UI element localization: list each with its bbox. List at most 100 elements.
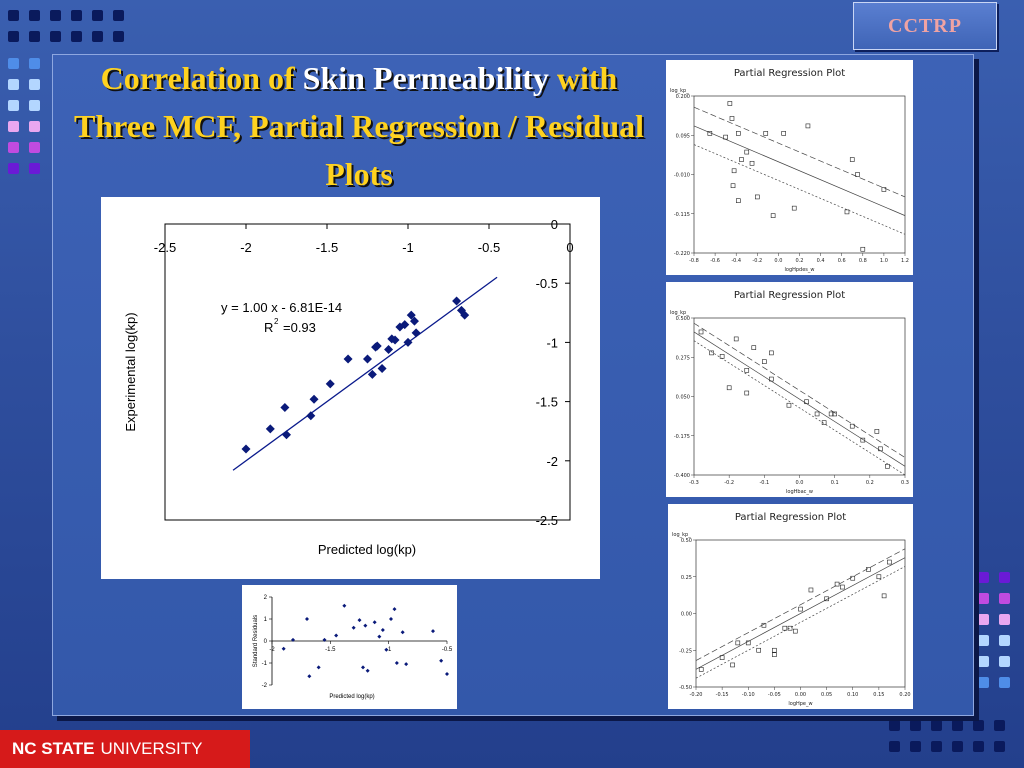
- residual-y-tick-label: -2: [262, 683, 268, 689]
- partial-point: [840, 584, 845, 590]
- decor-square: [50, 10, 61, 21]
- partial-point: [860, 437, 866, 443]
- partial-point: [769, 376, 774, 382]
- partial-y-tick-label: -0.400: [674, 473, 690, 479]
- partial-point: [762, 359, 767, 364]
- data-point: [390, 335, 400, 345]
- data-point: [456, 305, 466, 315]
- residual-x-tick-label: -0.5: [442, 647, 453, 653]
- partial-point: [849, 157, 855, 162]
- partial-y-tick-label: 0.095: [676, 133, 690, 139]
- x-tick-label: 0: [566, 240, 573, 255]
- decor-square: [50, 31, 61, 42]
- partial-fit-line: [695, 557, 906, 670]
- partial-point: [781, 131, 786, 136]
- decor-square: [92, 31, 103, 42]
- partial-point: [756, 647, 761, 653]
- partial-point: [726, 385, 732, 391]
- decor-square: [999, 656, 1010, 667]
- y-tick-label: -1.5: [536, 395, 558, 410]
- partial-point: [744, 368, 750, 373]
- partial-upper-ci: [693, 106, 906, 198]
- partial-point: [786, 402, 792, 408]
- partial-point: [824, 596, 829, 602]
- partial-point: [719, 655, 725, 660]
- partial-point: [798, 606, 803, 612]
- data-point: [363, 354, 372, 364]
- partial-y-tick-label: -0.220: [674, 251, 690, 257]
- partial-point: [881, 593, 887, 599]
- data-point: [325, 379, 335, 389]
- partial-point: [769, 350, 774, 356]
- data-point: [400, 320, 410, 330]
- partial-point: [772, 647, 777, 653]
- decor-square: [113, 31, 124, 42]
- partial-plot-title: Partial Regression Plot: [734, 68, 845, 79]
- decor-square: [8, 121, 19, 132]
- residual-point: [334, 633, 339, 638]
- decor-square: [999, 677, 1010, 688]
- partial-regression-plot-1: Partial Regression Plot log_kp_ -0.8 -0.6 -0…: [670, 68, 909, 273]
- decor-square: [994, 741, 1005, 752]
- residual-point: [291, 637, 295, 642]
- residual-x-tick-label: -2: [269, 647, 275, 653]
- partial-fit-line: [693, 125, 906, 216]
- partial-lower-ci: [695, 566, 906, 679]
- residual-x-tick-label: -1: [386, 647, 392, 653]
- partial-point: [749, 160, 755, 166]
- main-scatter-chart: y = 1.00 x - 6.81E-14 R 2 =0.93 Predicte…: [123, 217, 574, 557]
- data-point: [452, 296, 462, 306]
- decor-square: [29, 100, 40, 111]
- partial-y-tick-label: -0.010: [674, 173, 690, 179]
- residual-x-tick-label: -1.5: [325, 647, 336, 653]
- university-footer: NC STATE UNIVERSITY: [0, 730, 250, 768]
- residual-point: [322, 637, 327, 642]
- partial-y-tick-label: 0.050: [676, 395, 690, 401]
- partial-upper-ci: [695, 548, 906, 661]
- partial-point: [844, 209, 850, 215]
- partial-plot-y-label: log_kp_: [670, 88, 689, 94]
- regression-equation: y = 1.00 x - 6.81E-14: [221, 300, 342, 315]
- partial-x-tick-label: -0.4: [731, 258, 741, 264]
- decor-square: [71, 31, 82, 42]
- partial-point: [744, 149, 750, 155]
- partial-point: [723, 134, 728, 140]
- decor-square: [973, 720, 984, 731]
- partial-point: [866, 567, 871, 572]
- partial-point: [755, 194, 760, 200]
- decor-square: [999, 593, 1010, 604]
- partial-y-tick-label: 0.50: [681, 538, 692, 544]
- partial-point: [855, 172, 860, 177]
- decor-square: [29, 10, 40, 21]
- decor-square: [92, 10, 103, 21]
- partial-point: [736, 131, 741, 136]
- decor-square: [978, 614, 989, 625]
- partial-point: [782, 625, 788, 631]
- partial-point: [887, 559, 892, 565]
- decor-square: [999, 614, 1010, 625]
- data-point: [241, 444, 251, 454]
- r2-sup: 2: [274, 317, 279, 326]
- data-point: [343, 354, 353, 364]
- data-point: [403, 337, 413, 347]
- residual-y-tick-label: 2: [264, 595, 268, 601]
- partial-plot-frame: [693, 95, 906, 254]
- logo-text: CCTRP: [888, 14, 962, 37]
- decor-square: [113, 10, 124, 21]
- partial-y-tick-label: 0.500: [676, 316, 690, 322]
- partial-x-tick-label: 0.8: [859, 258, 867, 264]
- data-point: [372, 341, 382, 351]
- residual-point: [380, 628, 385, 632]
- partial-point: [876, 574, 882, 580]
- partial-plot-y-label: log_kp_: [670, 310, 689, 316]
- r-squared-label: R 2 =0.93: [264, 317, 316, 335]
- partial-x-tick-label: -0.10: [742, 692, 755, 698]
- partial-plot-x-label: logHpe_w: [788, 701, 812, 707]
- residual-y-label: Standard Residuals: [253, 615, 259, 667]
- residual-point: [384, 647, 389, 652]
- partial-point: [770, 213, 776, 218]
- title-part3: with Three MCF, Partial Regression / Res…: [73, 60, 645, 192]
- partial-point: [881, 187, 887, 192]
- partial-fit-line: [693, 331, 906, 467]
- title-part2: Skin Permeability: [302, 60, 549, 96]
